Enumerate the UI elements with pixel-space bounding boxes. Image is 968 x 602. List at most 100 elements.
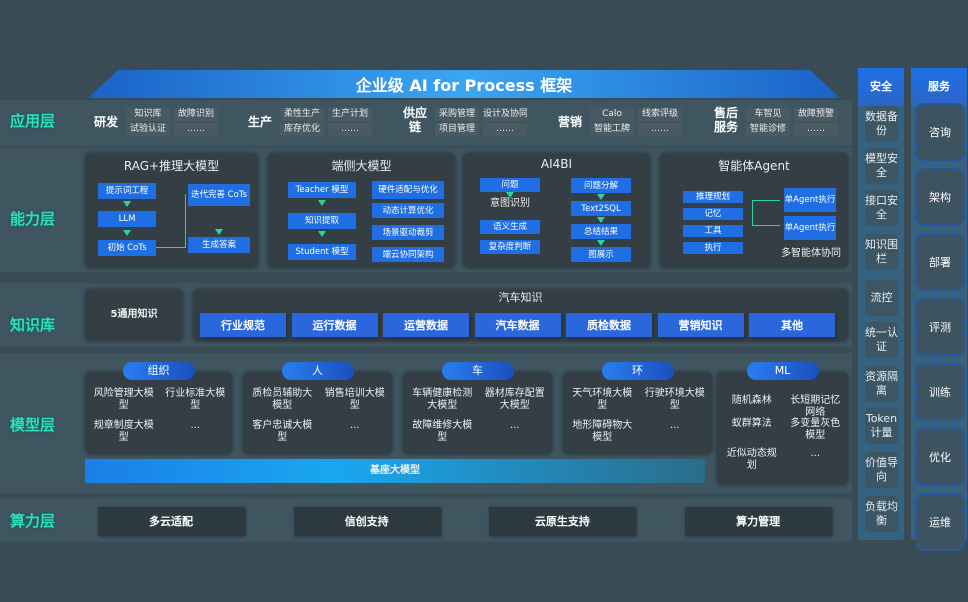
app-item[interactable]: 设计及协同	[483, 108, 527, 121]
model-item[interactable]: 多变量灰色模型	[790, 418, 841, 441]
model-category-tag: 环	[601, 362, 674, 380]
agent-executor[interactable]: 单Agent执行	[784, 216, 836, 240]
security-item[interactable]: 统一认证	[865, 322, 898, 358]
knowledge-item[interactable]: 行业规范	[200, 313, 286, 337]
service-item[interactable]: 架构	[915, 168, 965, 226]
ai4bi-right-item[interactable]: 图展示	[571, 247, 631, 262]
rag-step[interactable]: 生成答案	[188, 237, 250, 253]
app-item[interactable]: 生产计划	[328, 108, 372, 121]
edge-step[interactable]: Teacher 模型	[288, 182, 356, 198]
model-item[interactable]: ...	[810, 448, 821, 459]
app-item[interactable]: 线索评级	[638, 108, 682, 121]
model-item[interactable]: 销售培训大模型	[324, 388, 385, 411]
model-item[interactable]: ...	[190, 420, 201, 431]
security-item[interactable]: 模型安全	[865, 148, 898, 184]
model-item[interactable]: 随机森林	[731, 395, 772, 406]
knowledge-item[interactable]: 质检数据	[566, 313, 652, 337]
knowledge-item[interactable]: 营销知识	[657, 313, 744, 337]
model-item[interactable]: 风险管理大模型	[93, 388, 154, 411]
layer-label: 知识库	[10, 316, 56, 334]
security-item[interactable]: 负载均衡	[865, 496, 898, 532]
model-item[interactable]: 行业标准大模型	[165, 388, 226, 411]
app-item[interactable]: 项目管理	[435, 123, 479, 136]
service-item[interactable]: 运维	[915, 493, 965, 551]
app-item[interactable]: ……	[174, 123, 218, 136]
general-knowledge-box	[85, 289, 183, 341]
knowledge-item[interactable]: 汽车数据	[474, 313, 561, 337]
service-item[interactable]: 训练	[915, 363, 965, 421]
knowledge-item[interactable]: 其他	[749, 313, 835, 337]
edge-feature[interactable]: 端云协同架构	[372, 247, 444, 262]
model-item[interactable]: ...	[349, 420, 360, 431]
knowledge-item[interactable]: 运行数据	[291, 313, 378, 337]
agent-item[interactable]: 记忆	[683, 208, 743, 220]
edge-step[interactable]: 知识提取	[288, 213, 356, 229]
model-item[interactable]: 蚁群算法	[731, 418, 772, 429]
app-item[interactable]: ……	[794, 123, 838, 136]
app-item[interactable]: 故障预警	[794, 108, 838, 121]
app-item[interactable]: ……	[638, 123, 682, 136]
model-item[interactable]: 器材库存配置大模型	[484, 388, 545, 411]
security-item[interactable]: 数据备份	[865, 106, 898, 142]
app-item[interactable]: 采购管理	[435, 108, 479, 121]
knowledge-item[interactable]: 运营数据	[383, 313, 469, 337]
app-item[interactable]: 库存优化	[280, 123, 324, 136]
agent-item[interactable]: 推理规划	[683, 191, 743, 203]
security-item[interactable]: 知识围栏	[865, 234, 898, 270]
app-item[interactable]: 故障识别	[174, 108, 218, 121]
agent-executor[interactable]: 单Agent执行	[784, 188, 836, 212]
rag-step[interactable]: 提示词工程	[98, 183, 156, 199]
model-item[interactable]: 天气环境大模型	[572, 388, 633, 411]
app-item[interactable]: 车智见	[746, 108, 790, 121]
compute-item[interactable]: 云原生支持	[489, 507, 636, 535]
agent-item[interactable]: 工具	[683, 225, 743, 237]
ai4bi-left-item[interactable]: 意图识别	[490, 198, 530, 209]
security-item[interactable]: 流控	[865, 280, 898, 316]
rag-step[interactable]: LLM	[98, 211, 156, 227]
security-item[interactable]: 资源隔离	[865, 366, 898, 402]
panel-title: 端侧大模型	[331, 159, 392, 173]
model-item[interactable]: 近似动态规划	[726, 448, 777, 471]
service-item[interactable]: 评测	[915, 298, 965, 356]
model-item[interactable]: 车辆健康检测大模型	[412, 388, 473, 411]
ai4bi-left-item[interactable]: 语义生成	[480, 220, 540, 234]
security-item[interactable]: 价值导向	[865, 452, 898, 488]
model-item[interactable]: 地形障碍物大模型	[572, 420, 633, 443]
model-item[interactable]: ...	[669, 420, 680, 431]
app-item[interactable]: 智能诊修	[746, 123, 790, 136]
edge-feature[interactable]: 场景驱动裁剪	[372, 225, 444, 240]
service-item[interactable]: 部署	[915, 233, 965, 291]
app-item[interactable]: ……	[328, 123, 372, 136]
ai4bi-left-item[interactable]: 复杂度判断	[480, 240, 540, 254]
edge-feature[interactable]: 动态计算优化	[372, 203, 444, 218]
model-item[interactable]: 客户忠诚大模型	[252, 420, 313, 443]
app-item[interactable]: Calo	[590, 108, 634, 121]
compute-item[interactable]: 信创支持	[293, 507, 440, 535]
ai4bi-right-item[interactable]: 总结结果	[571, 224, 631, 239]
model-item[interactable]: 质检员辅助大模型	[252, 388, 313, 411]
rag-step[interactable]: 初始 CoTs	[98, 240, 156, 256]
model-item[interactable]: 行驶环境大模型	[644, 388, 705, 411]
ai4bi-right-item[interactable]: Text2SQL	[571, 201, 631, 216]
model-item[interactable]: 规章制度大模型	[93, 420, 154, 443]
app-item[interactable]: ……	[483, 123, 527, 136]
app-item[interactable]: 试验认证	[126, 123, 170, 136]
compute-item[interactable]: 多云适配	[98, 507, 244, 535]
model-item[interactable]: ...	[509, 420, 520, 431]
ai4bi-right-item[interactable]: 问题分解	[571, 178, 631, 193]
agent-item[interactable]: 执行	[683, 242, 743, 254]
app-item[interactable]: 智能工牌	[590, 123, 634, 136]
compute-item[interactable]: 算力管理	[685, 507, 832, 535]
service-item[interactable]: 咨询	[915, 103, 965, 161]
edge-step[interactable]: Student 模型	[288, 244, 356, 260]
service-item[interactable]: 优化	[915, 428, 965, 486]
edge-feature[interactable]: 硬件适配与优化	[372, 181, 444, 199]
model-item[interactable]: 长短期记忆网络	[790, 395, 841, 418]
app-item[interactable]: 柔性生产	[280, 108, 324, 121]
rag-step[interactable]: 迭代完善 CoTs	[188, 184, 250, 206]
ai4bi-left-item[interactable]: 问题	[480, 178, 540, 192]
security-item[interactable]: Token计量	[865, 408, 898, 444]
app-item[interactable]: 知识库	[126, 108, 170, 121]
model-item[interactable]: 故障维修大模型	[412, 420, 473, 443]
security-item[interactable]: 接口安全	[865, 190, 898, 226]
